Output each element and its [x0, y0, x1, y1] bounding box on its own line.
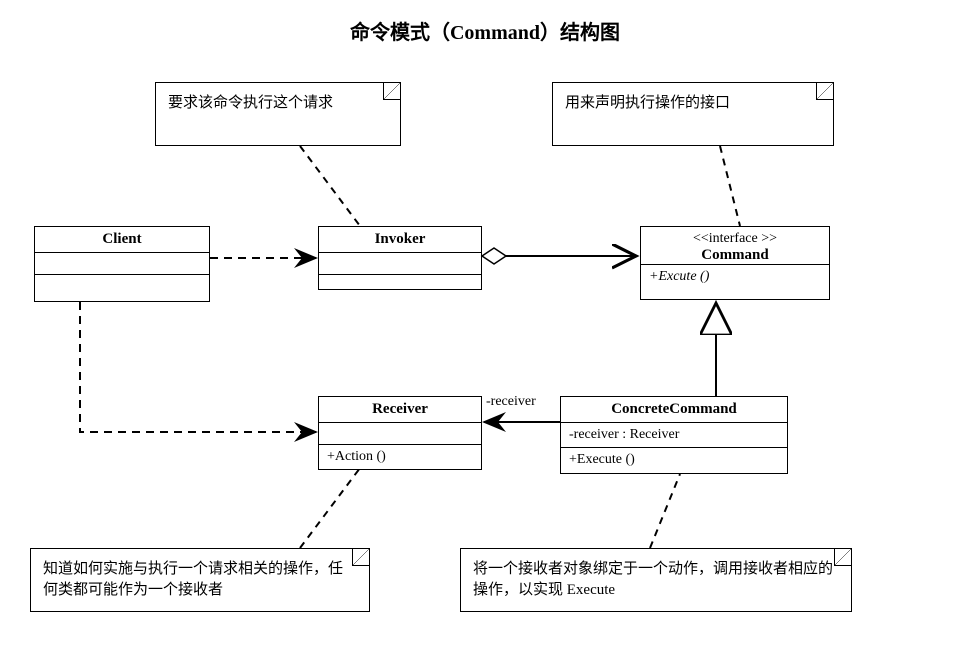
anchor-note-invoker	[300, 146, 360, 226]
note-receiver: 知道如何实施与执行一个请求相关的操作，任何类都可能作为一个接收者	[30, 548, 370, 612]
class-name: ConcreteCommand	[561, 397, 787, 423]
note-command: 用来声明执行操作的接口	[552, 82, 834, 146]
class-stereotype: <<interface >>	[649, 231, 821, 247]
dogear-icon	[816, 83, 833, 100]
class-attrs: -receiver : Receiver	[561, 423, 787, 448]
class-name: Invoker	[319, 227, 481, 253]
class-ops: +Execute ()	[561, 448, 787, 472]
anchor-note-command	[720, 146, 740, 226]
class-name: Receiver	[319, 397, 481, 423]
class-attrs	[35, 253, 209, 275]
edge-label-receiver: -receiver	[486, 394, 536, 410]
class-name: Command	[649, 247, 821, 264]
note-text: 知道如何实施与执行一个请求相关的操作，任何类都可能作为一个接收者	[43, 561, 343, 598]
anchor-note-concrete	[650, 474, 680, 548]
class-ops: +Action ()	[319, 445, 481, 469]
note-invoker: 要求该命令执行这个请求	[155, 82, 401, 146]
dogear-icon	[383, 83, 400, 100]
class-ops: +Excute ()	[641, 264, 829, 289]
note-text: 用来声明执行操作的接口	[565, 95, 730, 111]
diagram-title: 命令模式（Command）结构图	[270, 16, 700, 45]
dogear-icon	[834, 549, 851, 566]
class-command: <<interface >> Command +Excute ()	[640, 226, 830, 300]
note-text: 要求该命令执行这个请求	[168, 95, 333, 111]
note-text: 将一个接收者对象绑定于一个动作，调用接收者相应的操作，以实现 Execute	[473, 561, 833, 598]
edge-client-receiver	[80, 302, 316, 432]
class-concrete-command: ConcreteCommand -receiver : Receiver +Ex…	[560, 396, 788, 474]
edge-invoker-command	[482, 248, 636, 264]
class-attrs	[319, 423, 481, 445]
dogear-icon	[352, 549, 369, 566]
class-receiver: Receiver +Action ()	[318, 396, 482, 470]
anchor-note-receiver	[300, 468, 360, 548]
class-ops	[35, 275, 209, 297]
class-client: Client	[34, 226, 210, 302]
diagram-canvas: 命令模式（Command）结构图 要求该命令执行这个请求 用来声明执行操作的接口…	[0, 0, 964, 654]
class-invoker: Invoker	[318, 226, 482, 290]
class-ops	[319, 275, 481, 297]
note-concrete: 将一个接收者对象绑定于一个动作，调用接收者相应的操作，以实现 Execute	[460, 548, 852, 612]
class-name: Client	[35, 227, 209, 253]
class-attrs	[319, 253, 481, 275]
